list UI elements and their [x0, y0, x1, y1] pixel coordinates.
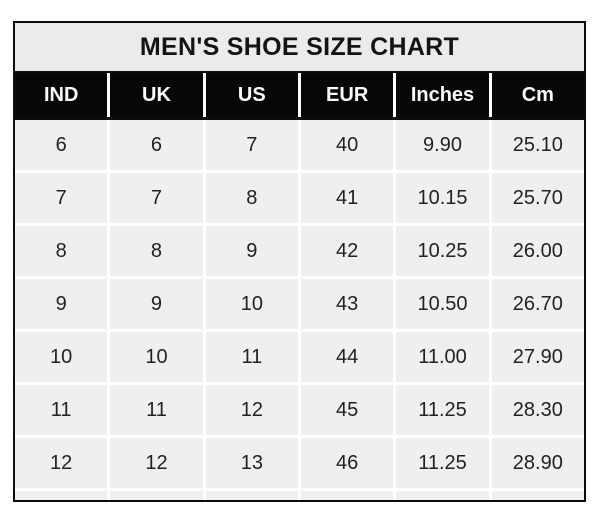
table-cell: 7	[205, 120, 298, 170]
table-cell: 11	[205, 332, 298, 382]
table-cell: 6	[110, 120, 203, 170]
table-cell: 41	[301, 173, 394, 223]
table-filler-cell	[491, 491, 584, 500]
table-cell: 10.25	[396, 226, 489, 276]
table-cell: 11	[15, 385, 108, 435]
table-cell: 8	[110, 226, 203, 276]
table-cell: 11.25	[396, 385, 489, 435]
table-cell: 28.90	[491, 438, 584, 488]
table-cell: 26.70	[491, 279, 584, 329]
column-header-uk: UK	[110, 73, 203, 117]
table-filler-cell	[396, 491, 489, 500]
table-cell: 28.30	[491, 385, 584, 435]
table-filler-cell	[301, 491, 394, 500]
table-filler-cell	[110, 491, 203, 500]
table-cell: 42	[301, 226, 394, 276]
column-header-inches: Inches	[396, 73, 489, 117]
column-header-us: US	[205, 73, 298, 117]
table-cell: 12	[15, 438, 108, 488]
chart-title: MEN'S SHOE SIZE CHART	[15, 23, 584, 71]
table-header-row: IND UK US EUR Inches Cm	[15, 71, 584, 120]
table-cell: 12	[205, 385, 298, 435]
table-filler-cell	[205, 491, 298, 500]
table-cell: 44	[301, 332, 394, 382]
table-cell: 8	[15, 226, 108, 276]
table-cell: 43	[301, 279, 394, 329]
table-cell: 11.00	[396, 332, 489, 382]
table-cell: 6	[15, 120, 108, 170]
table-cell: 46	[301, 438, 394, 488]
column-header-cm: Cm	[491, 73, 584, 117]
table-cell: 40	[301, 120, 394, 170]
table-cell: 10	[110, 332, 203, 382]
shoe-size-chart-table: MEN'S SHOE SIZE CHART IND UK US EUR Inch…	[13, 21, 586, 502]
column-header-eur: EUR	[301, 73, 394, 117]
table-cell: 7	[110, 173, 203, 223]
table-cell: 25.70	[491, 173, 584, 223]
table-cell: 10.50	[396, 279, 489, 329]
table-cell: 12	[110, 438, 203, 488]
table-cell: 27.90	[491, 332, 584, 382]
table-body: 6 6 7 40 9.90 25.10 7 7 8 41 10.15 25.70…	[15, 120, 584, 500]
table-cell: 10.15	[396, 173, 489, 223]
table-cell: 11.25	[396, 438, 489, 488]
table-cell: 9.90	[396, 120, 489, 170]
table-cell: 9	[15, 279, 108, 329]
table-cell: 10	[205, 279, 298, 329]
table-cell: 10	[15, 332, 108, 382]
column-header-ind: IND	[15, 73, 108, 117]
table-cell: 11	[110, 385, 203, 435]
table-filler-cell	[15, 491, 108, 500]
table-cell: 25.10	[491, 120, 584, 170]
table-cell: 45	[301, 385, 394, 435]
table-cell: 13	[205, 438, 298, 488]
table-cell: 8	[205, 173, 298, 223]
table-cell: 9	[205, 226, 298, 276]
table-cell: 26.00	[491, 226, 584, 276]
table-cell: 9	[110, 279, 203, 329]
table-cell: 7	[15, 173, 108, 223]
